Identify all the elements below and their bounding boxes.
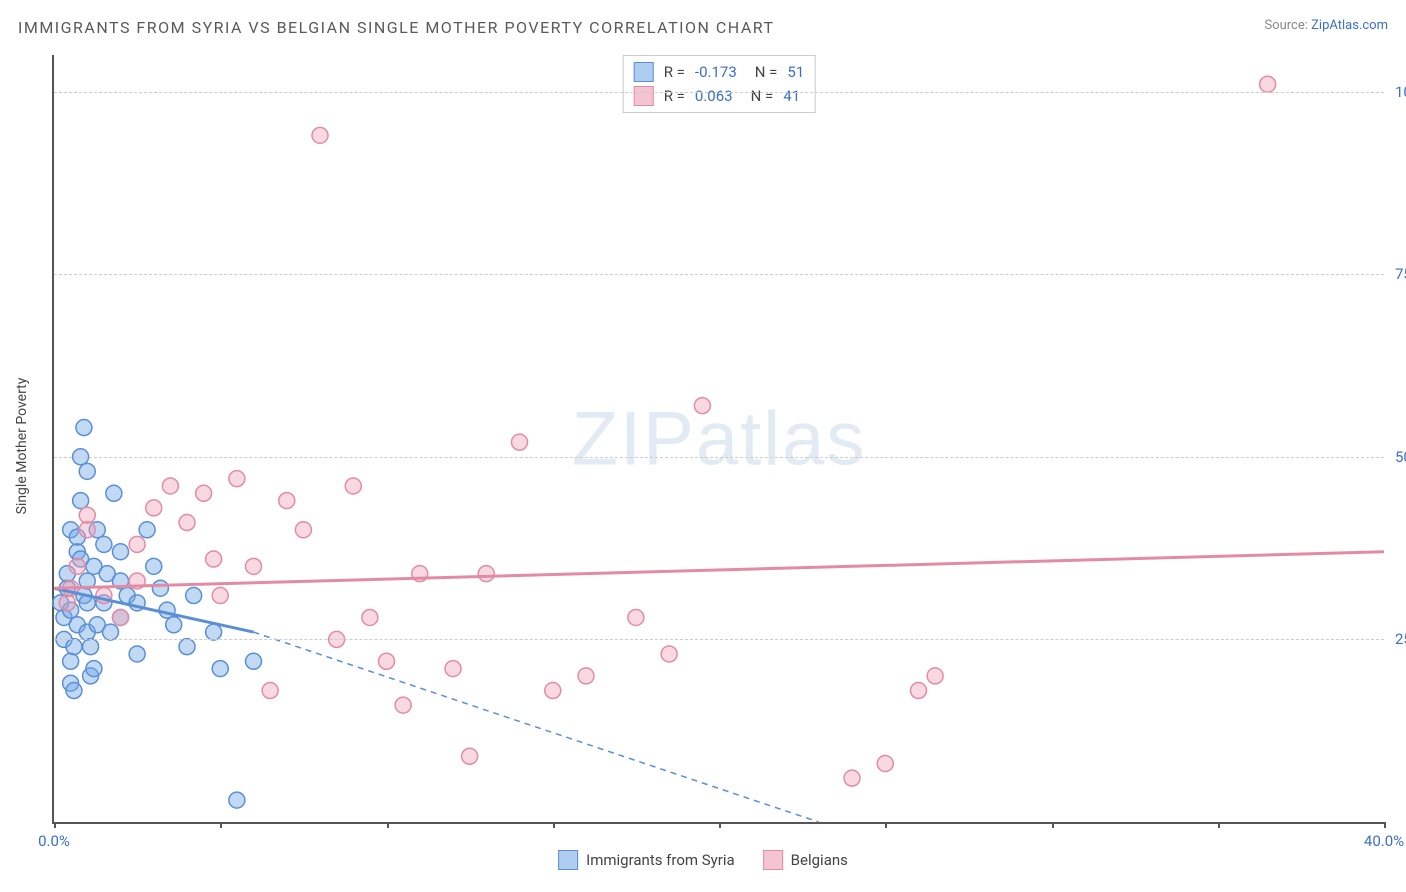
swatch-icon bbox=[558, 850, 578, 870]
data-point bbox=[66, 639, 82, 655]
data-point bbox=[395, 697, 411, 713]
data-point bbox=[578, 668, 594, 684]
legend-item: Immigrants from Syria bbox=[558, 850, 735, 870]
data-point bbox=[113, 544, 129, 560]
data-point bbox=[229, 471, 245, 487]
data-point bbox=[162, 478, 178, 494]
legend-label: Belgians bbox=[791, 851, 848, 869]
data-point bbox=[146, 500, 162, 516]
x-tick bbox=[54, 822, 56, 828]
data-point bbox=[462, 748, 478, 764]
data-point bbox=[113, 609, 129, 625]
data-point bbox=[196, 485, 212, 501]
plot-svg bbox=[54, 55, 1384, 822]
data-point bbox=[63, 653, 79, 669]
data-point bbox=[927, 668, 943, 684]
data-point bbox=[79, 463, 95, 479]
data-point bbox=[246, 653, 262, 669]
data-point bbox=[129, 536, 145, 552]
data-point bbox=[166, 617, 182, 633]
legend-label: Immigrants from Syria bbox=[586, 851, 735, 869]
x-tick bbox=[1384, 822, 1386, 828]
data-point bbox=[179, 639, 195, 655]
data-point bbox=[79, 507, 95, 523]
data-point bbox=[229, 792, 245, 808]
data-point bbox=[212, 588, 228, 604]
data-point bbox=[545, 683, 561, 699]
data-point bbox=[445, 661, 461, 677]
x-tick bbox=[1052, 822, 1054, 828]
y-tick-label: 50.0% bbox=[1389, 448, 1406, 466]
data-point bbox=[96, 536, 112, 552]
data-point bbox=[262, 683, 278, 699]
plot-area: ZIPatlas R = -0.173 N = 51 R = 0.063 N =… bbox=[52, 55, 1384, 824]
data-point bbox=[69, 558, 85, 574]
y-tick-label: 75.0% bbox=[1389, 265, 1406, 283]
source-link[interactable]: ZipAtlas.com bbox=[1311, 18, 1388, 33]
data-point bbox=[206, 551, 222, 567]
data-point bbox=[877, 756, 893, 772]
data-point bbox=[844, 770, 860, 786]
y-axis-label: Single Mother Poverty bbox=[14, 378, 30, 515]
x-tick bbox=[719, 822, 721, 828]
data-point bbox=[1260, 76, 1276, 92]
x-tick bbox=[220, 822, 222, 828]
y-tick-label: 100.0% bbox=[1389, 83, 1406, 101]
x-tick bbox=[885, 822, 887, 828]
data-point bbox=[478, 566, 494, 582]
data-point bbox=[152, 580, 168, 596]
data-point bbox=[186, 588, 202, 604]
data-point bbox=[86, 661, 102, 677]
data-point bbox=[139, 522, 155, 538]
source-label: Source: bbox=[1264, 18, 1307, 33]
data-point bbox=[73, 493, 89, 509]
regression-extrapolation bbox=[254, 632, 819, 822]
data-point bbox=[66, 683, 82, 699]
data-point bbox=[628, 609, 644, 625]
data-point bbox=[179, 515, 195, 531]
data-point bbox=[312, 127, 328, 143]
data-point bbox=[106, 485, 122, 501]
data-point bbox=[212, 661, 228, 677]
x-tick bbox=[387, 822, 389, 828]
data-point bbox=[246, 558, 262, 574]
chart-container: IMMIGRANTS FROM SYRIA VS BELGIAN SINGLE … bbox=[0, 0, 1406, 892]
data-point bbox=[362, 609, 378, 625]
gridline bbox=[54, 92, 1384, 93]
y-tick-label: 25.0% bbox=[1389, 630, 1406, 648]
gridline bbox=[54, 639, 1384, 640]
data-point bbox=[911, 683, 927, 699]
data-point bbox=[79, 522, 95, 538]
data-point bbox=[379, 653, 395, 669]
data-point bbox=[694, 398, 710, 414]
x-tick-label: 40.0% bbox=[1364, 832, 1404, 850]
data-point bbox=[512, 434, 528, 450]
x-tick bbox=[1218, 822, 1220, 828]
data-point bbox=[279, 493, 295, 509]
data-point bbox=[146, 558, 162, 574]
legend-item: Belgians bbox=[763, 850, 848, 870]
data-point bbox=[76, 420, 92, 436]
data-point bbox=[83, 639, 99, 655]
x-tick-label: 0.0% bbox=[38, 832, 70, 850]
gridline bbox=[54, 274, 1384, 275]
data-point bbox=[661, 646, 677, 662]
data-point bbox=[59, 595, 75, 611]
x-tick bbox=[553, 822, 555, 828]
data-point bbox=[206, 624, 222, 640]
series-legend: Immigrants from Syria Belgians bbox=[558, 850, 848, 870]
source-attribution: Source: ZipAtlas.com bbox=[1264, 18, 1388, 33]
data-point bbox=[295, 522, 311, 538]
swatch-icon bbox=[763, 850, 783, 870]
chart-title: IMMIGRANTS FROM SYRIA VS BELGIAN SINGLE … bbox=[18, 18, 775, 37]
data-point bbox=[129, 646, 145, 662]
data-point bbox=[103, 624, 119, 640]
data-point bbox=[345, 478, 361, 494]
gridline bbox=[54, 457, 1384, 458]
